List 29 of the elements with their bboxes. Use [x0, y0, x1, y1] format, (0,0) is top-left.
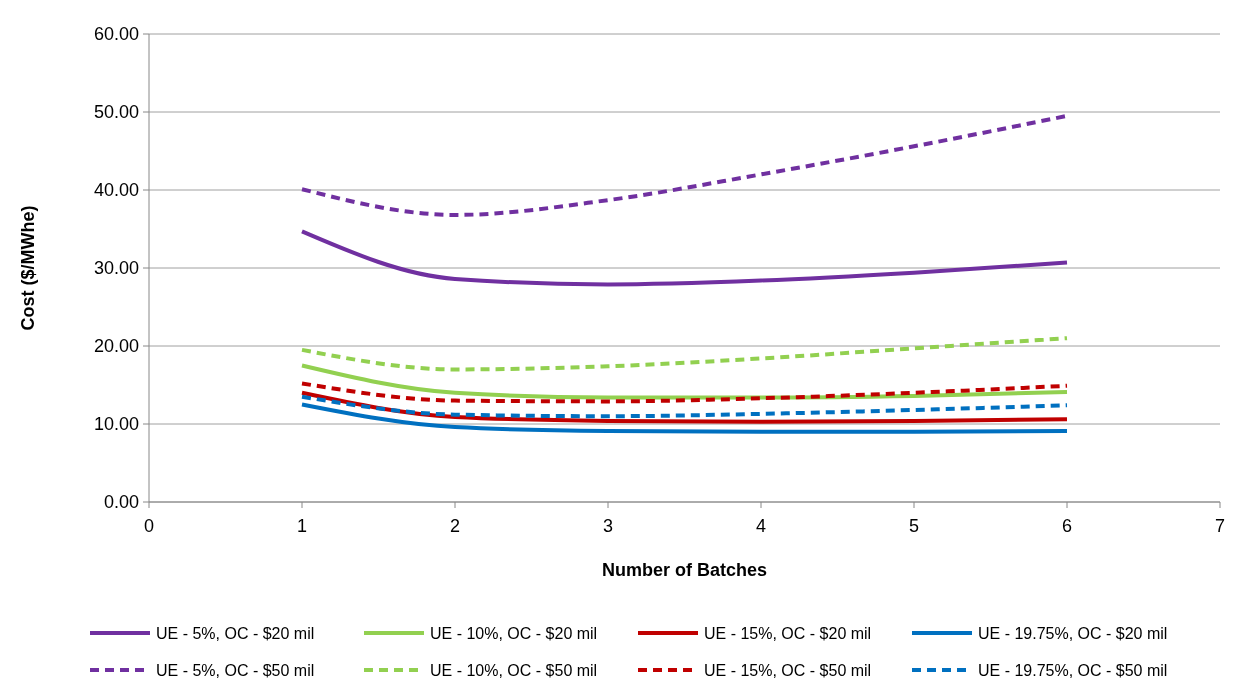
- y-tick-label: 20.00: [93, 336, 139, 357]
- line-series: [300, 336, 1069, 372]
- legend-label: UE - 10%, OC - $20 mil: [430, 624, 598, 642]
- x-tick-label: 5: [908, 516, 920, 536]
- legend-label: UE - 19.75%, OC - $50 mil: [978, 661, 1168, 679]
- x-tick-label: 1: [296, 516, 308, 536]
- legend-label: UE - 15%, OC - $20 mil: [704, 624, 872, 642]
- legend-label: UE - 10%, OC - $50 mil: [430, 661, 598, 679]
- x-tick-label: 6: [1061, 516, 1073, 536]
- line-series: [300, 381, 1069, 404]
- x-tick-label: 7: [1214, 516, 1226, 536]
- y-tick-label: 40.00: [93, 180, 139, 201]
- x-tick-label: 0: [143, 516, 155, 536]
- x-axis-title: Number of Batches: [601, 560, 768, 580]
- legend-label: UE - 5%, OC - $50 mil: [156, 661, 315, 679]
- y-tick-label: 50.00: [93, 102, 139, 123]
- line-series: [300, 229, 1069, 287]
- x-tick-label: 3: [602, 516, 614, 536]
- y-axis-title: Cost ($/MWhe): [18, 205, 38, 331]
- y-tick-label: 10.00: [93, 414, 139, 435]
- legend-label: UE - 19.75%, OC - $20 mil: [978, 624, 1168, 642]
- y-tick-label: 30.00: [93, 258, 139, 279]
- y-tick-label: 60.00: [93, 24, 139, 45]
- legend-label: UE - 15%, OC - $50 mil: [704, 661, 872, 679]
- legend-label: UE - 5%, OC - $20 mil: [156, 624, 315, 642]
- x-tick-label: 4: [755, 516, 767, 536]
- line-series: [300, 402, 1069, 434]
- x-tick-label: 2: [449, 516, 461, 536]
- y-tick-label: 0.00: [103, 492, 139, 513]
